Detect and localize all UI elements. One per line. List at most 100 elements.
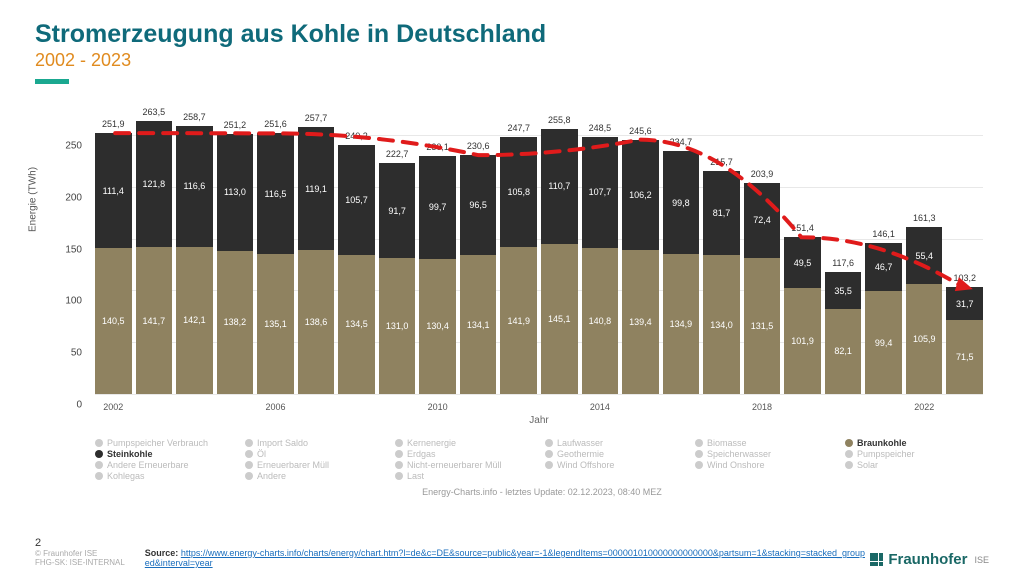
bar-total: 251,9 [95, 119, 132, 129]
source-link[interactable]: https://www.energy-charts.info/charts/en… [145, 548, 865, 568]
legend-item: Erdgas [395, 449, 539, 459]
seg-steinkohle: 121,8 [136, 121, 173, 247]
seg-steinkohle: 91,7 [379, 163, 416, 258]
legend-swatch-icon [395, 439, 403, 447]
legend-swatch-icon [545, 461, 553, 469]
legend-item: Nicht-erneuerbarer Müll [395, 460, 539, 470]
seg-steinkohle: 106,2 [622, 140, 659, 250]
legend-swatch-icon [245, 450, 253, 458]
bar: 248,5107,7140,8 [582, 137, 619, 394]
x-tick [865, 402, 902, 412]
legend-item: Import Saldo [245, 438, 389, 448]
legend-item: Andere [245, 471, 389, 481]
bar-total: 215,7 [703, 157, 740, 167]
bar: 251,6116,5135,1 [257, 133, 294, 394]
chart-title: Stromerzeugung aus Kohle in Deutschland [35, 20, 989, 49]
slide: Stromerzeugung aus Kohle in Deutschland … [0, 0, 1024, 576]
seg-braunkohle: 82,1 [825, 309, 862, 394]
legend-label: Pumpspeicher Verbrauch [107, 438, 208, 448]
x-tick [784, 402, 821, 412]
seg-braunkohle: 135,1 [257, 254, 294, 394]
page-meta: 2 © Fraunhofer ISE FHG-SK: ISE-INTERNAL [35, 537, 125, 568]
gridline [95, 394, 983, 395]
legend-label: Geothermie [557, 449, 604, 459]
legend-item: Solar [845, 460, 989, 470]
seg-braunkohle: 105,9 [906, 284, 943, 394]
legend-label: Öl [257, 449, 266, 459]
bars-container: 251,9111,4140,5263,5121,8141,7258,7116,6… [95, 104, 983, 394]
title-block: Stromerzeugung aus Kohle in Deutschland … [35, 20, 989, 84]
bar-total: 248,5 [582, 123, 619, 133]
bar: 215,781,7134,0 [703, 171, 740, 394]
bar: 230,696,5134,1 [460, 155, 497, 394]
legend-swatch-icon [95, 450, 103, 458]
seg-steinkohle: 105,7 [338, 145, 375, 254]
legend-label: Braunkohle [857, 438, 907, 448]
legend-label: Speicherwasser [707, 449, 771, 459]
x-tick: 2010 [419, 402, 456, 412]
legend-label: Kohlegas [107, 471, 145, 481]
seg-braunkohle: 141,9 [500, 247, 537, 394]
x-tick [460, 402, 497, 412]
seg-braunkohle: 134,5 [338, 255, 375, 394]
update-caption: Energy-Charts.info - letztes Update: 02.… [95, 487, 989, 497]
legend-swatch-icon [245, 461, 253, 469]
source-line: Source: https://www.energy-charts.info/c… [145, 548, 870, 568]
legend-label: Last [407, 471, 424, 481]
seg-braunkohle: 145,1 [541, 244, 578, 394]
seg-steinkohle: 46,7 [865, 243, 902, 291]
legend-item: Speicherwasser [695, 449, 839, 459]
legend-item: Wind Onshore [695, 460, 839, 470]
bar-total: 240,2 [338, 131, 375, 141]
legend-label: Biomasse [707, 438, 747, 448]
legend-item: Andere Erneuerbare [95, 460, 239, 470]
x-tick: 2018 [744, 402, 781, 412]
x-tick [946, 402, 983, 412]
legend-swatch-icon [695, 461, 703, 469]
accent-bar [35, 79, 69, 84]
legend-label: Erneuerbarer Müll [257, 460, 329, 470]
bar-total: 203,9 [744, 169, 781, 179]
seg-steinkohle: 81,7 [703, 171, 740, 256]
y-axis: 050100150200250 [85, 104, 86, 394]
legend-swatch-icon [545, 439, 553, 447]
legend-label: Erdgas [407, 449, 436, 459]
legend-swatch-icon [695, 450, 703, 458]
logo-mark-icon [869, 553, 883, 567]
x-tick [217, 402, 254, 412]
bar-total: 230,1 [419, 142, 456, 152]
legend-item: Pumpspeicher [845, 449, 989, 459]
bar-total: 103,2 [946, 273, 983, 283]
legend-item: Last [395, 471, 539, 481]
legend-label: Andere [257, 471, 286, 481]
x-tick [176, 402, 213, 412]
bar: 203,972,4131,5 [744, 183, 781, 394]
legend-item: Kohlegas [95, 471, 239, 481]
x-tick [136, 402, 173, 412]
legend: Pumpspeicher VerbrauchImport SaldoKernen… [95, 438, 989, 481]
seg-braunkohle: 142,1 [176, 247, 213, 394]
seg-steinkohle: 111,4 [95, 133, 132, 248]
legend-label: Steinkohle [107, 449, 153, 459]
seg-steinkohle: 49,5 [784, 237, 821, 288]
seg-steinkohle: 119,1 [298, 127, 335, 250]
bar: 245,6106,2139,4 [622, 140, 659, 394]
seg-steinkohle: 96,5 [460, 155, 497, 255]
y-tick: 200 [52, 192, 82, 203]
bar-total: 234,7 [663, 137, 700, 147]
seg-steinkohle: 113,0 [217, 134, 254, 251]
bar-total: 263,5 [136, 107, 173, 117]
page-number: 2 [35, 537, 125, 549]
bar-total: 245,6 [622, 126, 659, 136]
y-tick: 100 [52, 296, 82, 307]
y-axis-label: Energie (TWh) [28, 167, 39, 232]
bar: 263,5121,8141,7 [136, 121, 173, 394]
legend-swatch-icon [95, 461, 103, 469]
seg-steinkohle: 110,7 [541, 129, 578, 244]
fraunhofer-logo: Fraunhofer ISE [869, 551, 989, 568]
bar-total: 251,2 [217, 120, 254, 130]
x-tick [338, 402, 375, 412]
seg-braunkohle: 101,9 [784, 288, 821, 394]
seg-braunkohle: 134,1 [460, 255, 497, 394]
bar: 251,9111,4140,5 [95, 133, 132, 394]
